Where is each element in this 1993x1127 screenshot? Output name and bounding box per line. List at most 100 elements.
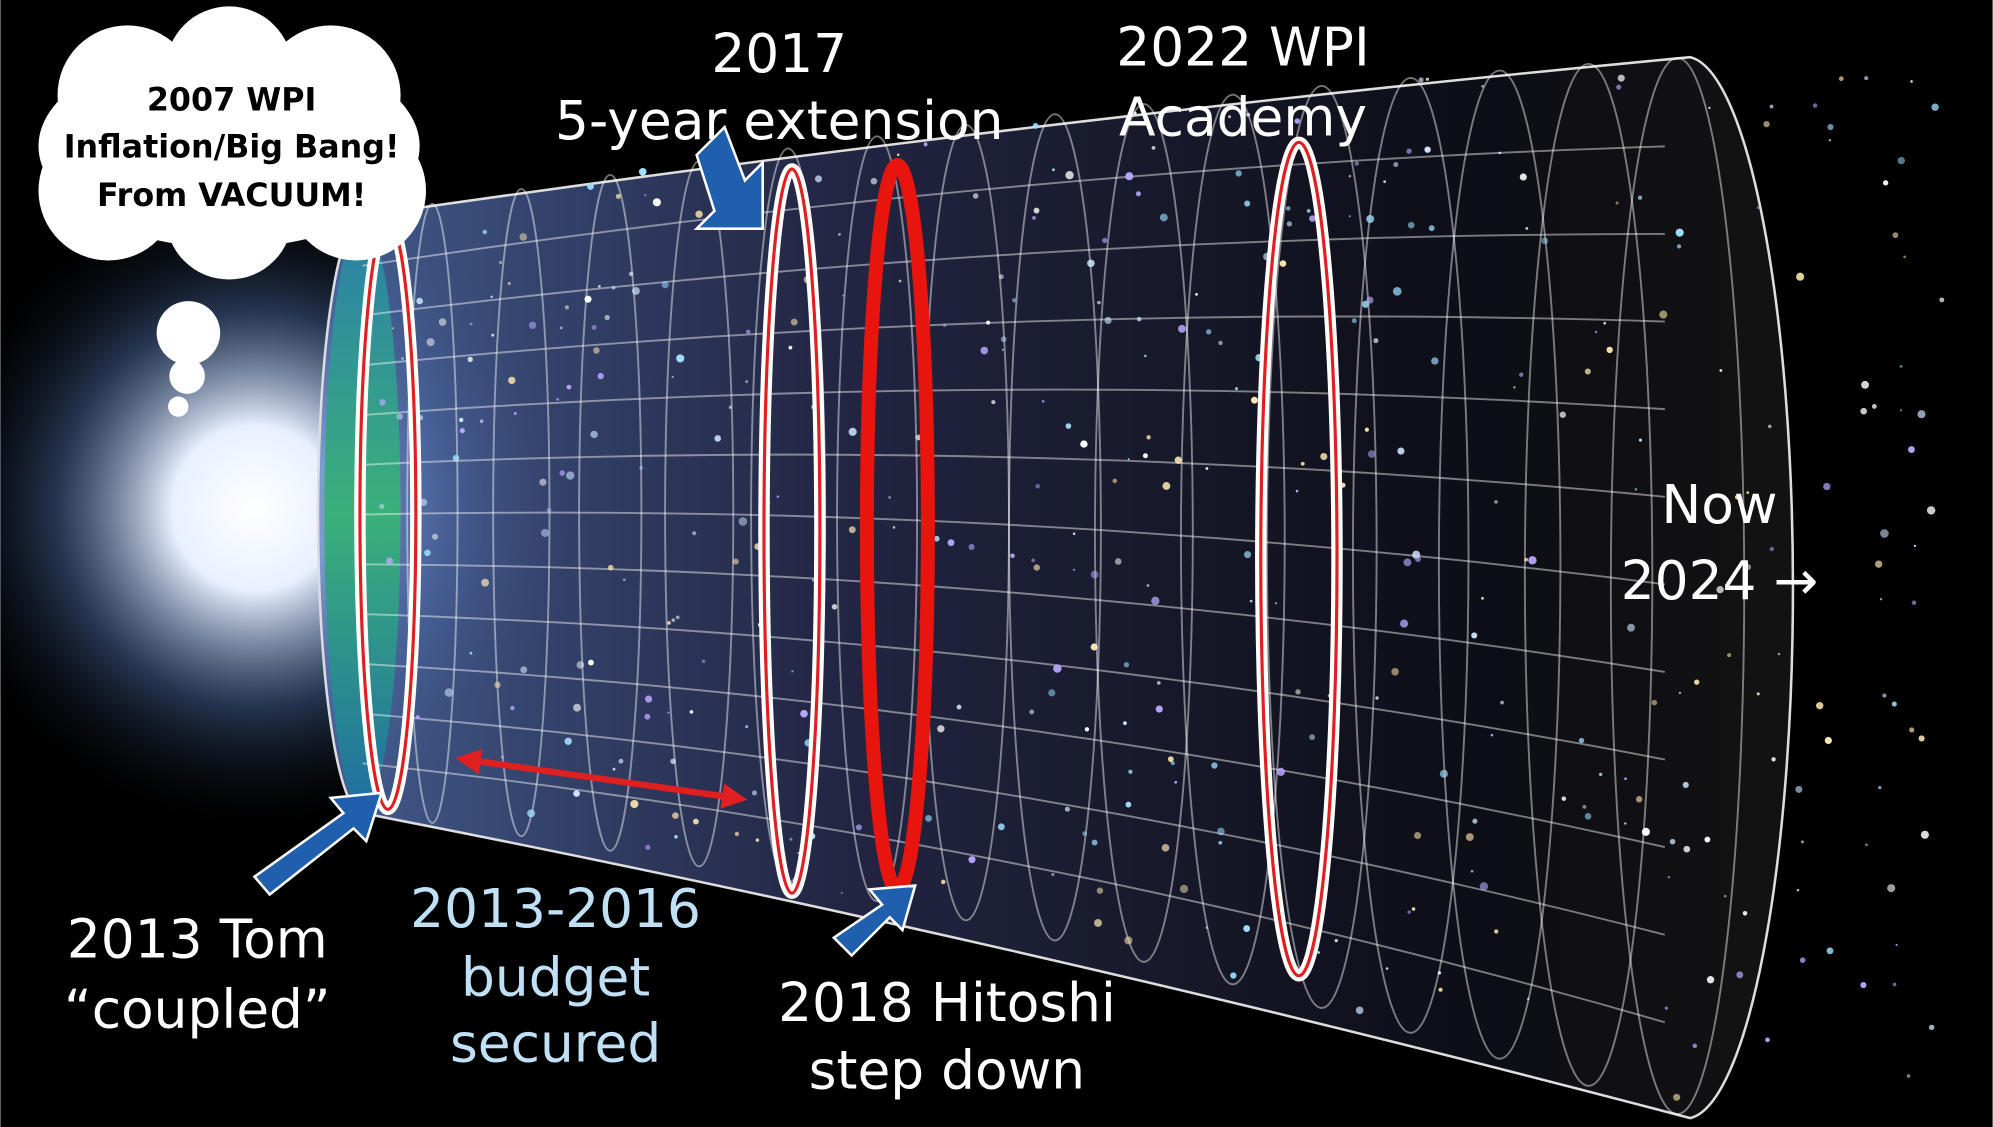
galaxy — [510, 706, 514, 710]
galaxy — [838, 233, 841, 236]
galaxy — [842, 295, 844, 297]
galaxy — [645, 845, 650, 850]
galaxy — [1307, 209, 1311, 213]
galaxy — [619, 759, 624, 764]
galaxy — [690, 710, 694, 714]
galaxy — [1659, 311, 1667, 319]
galaxy — [1908, 446, 1915, 453]
galaxy — [1136, 191, 1141, 196]
galaxy — [1525, 227, 1528, 230]
slide: 2007 WPI Inflation/Big Bang! From VACUUM… — [0, 0, 1993, 1127]
galaxy — [1481, 597, 1484, 600]
galaxy — [1898, 157, 1905, 164]
galaxy — [1900, 365, 1903, 368]
galaxy — [508, 377, 515, 384]
galaxy — [1528, 556, 1536, 564]
galaxy — [1684, 846, 1691, 853]
galaxy — [1595, 331, 1598, 334]
galaxy — [1693, 1044, 1698, 1049]
galaxy — [1217, 828, 1225, 836]
galaxy — [1491, 734, 1494, 737]
galaxy — [623, 578, 626, 581]
galaxy — [1051, 873, 1054, 876]
galaxy — [1813, 103, 1817, 107]
galaxy — [1907, 1074, 1911, 1078]
galaxy — [789, 346, 793, 350]
galaxy — [632, 287, 640, 295]
galaxy — [1825, 737, 1832, 744]
galaxy — [1616, 202, 1619, 205]
galaxy — [1893, 232, 1899, 238]
galaxy — [1085, 727, 1089, 731]
galaxy — [1708, 107, 1710, 109]
galaxy — [672, 812, 679, 819]
galaxy — [560, 327, 563, 330]
galaxy — [937, 725, 944, 732]
galaxy — [565, 305, 569, 309]
galaxy — [1125, 172, 1133, 180]
galaxy — [1309, 215, 1316, 222]
galaxy — [1412, 907, 1416, 911]
galaxy — [991, 400, 995, 404]
galaxy — [1317, 951, 1320, 954]
galaxy — [714, 435, 721, 442]
galaxy — [1414, 832, 1421, 839]
galaxy — [392, 327, 394, 329]
galaxy — [1373, 338, 1378, 343]
galaxy — [1029, 709, 1034, 714]
galaxy — [1607, 347, 1613, 353]
galaxy — [1066, 423, 1072, 429]
galaxy — [1880, 598, 1882, 600]
galaxy — [1426, 78, 1429, 81]
galaxy — [1921, 831, 1929, 839]
galaxy — [739, 517, 748, 526]
galaxy — [1524, 558, 1528, 562]
galaxy — [644, 194, 647, 197]
galaxy — [1174, 781, 1177, 784]
galaxy — [973, 193, 979, 199]
cloud-text: From VACUUM! — [97, 178, 366, 214]
galaxy — [756, 838, 760, 842]
galaxy — [1919, 735, 1925, 741]
galaxy — [480, 419, 484, 423]
galaxy — [1864, 76, 1868, 80]
galaxy — [729, 406, 732, 409]
galaxy — [1115, 558, 1122, 565]
galaxy — [1033, 123, 1039, 129]
galaxy — [777, 495, 780, 498]
galaxy — [693, 819, 699, 825]
galaxy — [1244, 200, 1250, 206]
galaxy — [1878, 786, 1881, 789]
galaxy — [1407, 910, 1411, 914]
label-now: 2024 → — [1621, 549, 1818, 612]
galaxy — [1400, 620, 1408, 628]
galaxy — [1082, 831, 1087, 836]
galaxy — [1352, 318, 1357, 323]
galaxy — [491, 334, 494, 337]
cloud-text: Inflation/Big Bang! — [64, 130, 400, 166]
galaxy — [588, 660, 594, 666]
galaxy — [1280, 260, 1287, 267]
galaxy — [1618, 75, 1625, 82]
galaxy — [1471, 632, 1477, 638]
galaxy — [745, 380, 748, 383]
galaxy — [1931, 104, 1938, 111]
galaxy — [1349, 215, 1351, 217]
galaxy — [667, 712, 669, 714]
galaxy — [1872, 404, 1877, 409]
galaxy — [379, 504, 384, 509]
galaxy — [1143, 453, 1148, 458]
galaxy — [1102, 238, 1107, 243]
galaxy — [1801, 840, 1804, 843]
galaxy — [1743, 911, 1748, 916]
galaxy — [559, 470, 565, 476]
galaxy — [1624, 777, 1627, 780]
galaxy — [1230, 972, 1236, 978]
galaxy — [998, 823, 1005, 830]
label-2018: 2018 Hitoshi — [778, 971, 1116, 1034]
galaxy — [1882, 693, 1886, 697]
galaxy — [396, 413, 403, 420]
galaxy — [1052, 168, 1055, 171]
galaxy — [1091, 643, 1098, 650]
galaxy — [841, 892, 843, 894]
